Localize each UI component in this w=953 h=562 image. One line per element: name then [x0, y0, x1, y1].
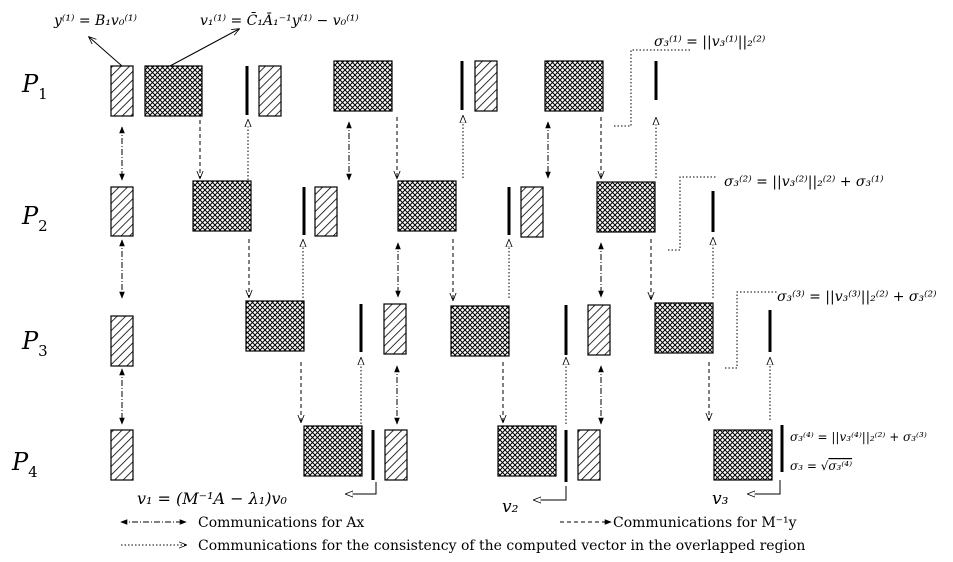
sigma4-formula: σ₃⁽⁴⁾ = ||v₃⁽⁴⁾||₂⁽²⁾ + σ₃⁽³⁾ [790, 430, 927, 444]
hatched-block [314, 186, 338, 237]
v1-return-arrow [346, 482, 377, 494]
sigma-annotations: σ₃⁽¹⁾ = ||v₃⁽¹⁾||₂⁽²⁾ σ₃⁽²⁾ = ||v₃⁽²⁾||₂… [654, 34, 937, 473]
sigma3-formula: σ₃⁽³⁾ = ||v₃⁽³⁾||₂⁽²⁾ + σ₃⁽²⁾ [777, 289, 937, 305]
hatched-block [383, 303, 407, 355]
v1-label: v₁ = (M⁻¹A − λ₁)v₀ [137, 489, 287, 508]
processor-label-p1: P1 [21, 70, 48, 103]
crosshatched-blocks [144, 60, 773, 481]
y1-formula: y⁽¹⁾ = B₁v₀⁽¹⁾ [53, 13, 138, 29]
top-annotations: y⁽¹⁾ = B₁v₀⁽¹⁾ v₁⁽¹⁾ = C̄₁Ā₁⁻¹y⁽¹⁾ − v₀⁽… [53, 11, 359, 67]
consistency-communications [248, 116, 770, 424]
y1-pointer [89, 37, 123, 67]
ax-communications [119, 121, 604, 425]
processor-label-p2: P2 [21, 202, 48, 235]
solve-block [497, 425, 557, 477]
hatched-block [520, 186, 544, 238]
hatched-block [110, 429, 134, 481]
hatched-block [384, 429, 408, 481]
legend-my: Communications for M⁻¹y [560, 515, 797, 531]
my-communications [200, 117, 709, 422]
sigma-leaders [614, 49, 777, 369]
solve-block [654, 302, 714, 354]
solve-block [245, 300, 305, 352]
processor-label-p4: P4 [11, 448, 38, 481]
v1-pointer [169, 29, 239, 67]
hatched-block [258, 65, 282, 117]
v2-return-arrow [534, 486, 567, 500]
sigma2-leader [668, 176, 717, 251]
v1-formula: v₁⁽¹⁾ = C̄₁Ā₁⁻¹y⁽¹⁾ − v₀⁽¹⁾ [200, 11, 359, 29]
v3-label: v₃ [712, 489, 729, 509]
v2-label: v₂ [502, 497, 519, 517]
hatched-block [577, 429, 601, 481]
processor-labels: P1 P2 P3 P4 [11, 70, 48, 481]
solve-block [450, 305, 510, 357]
legend-my-label: Communications for M⁻¹y [613, 515, 797, 531]
hatched-block [110, 315, 134, 367]
hatched-block [474, 60, 498, 112]
sigma1-leader [614, 49, 690, 127]
hatched-block [110, 186, 134, 237]
processor-label-p3: P3 [21, 327, 48, 360]
hatched-block [587, 304, 611, 356]
solve-block [333, 60, 393, 112]
hatched-blocks [110, 60, 611, 481]
sync-bars [245, 61, 784, 482]
legend: Communications for Ax Communications for… [120, 515, 805, 554]
solve-block [397, 180, 457, 232]
legend-consistency: Communications for the consistency of th… [121, 538, 805, 554]
legend-ax-label: Communications for Ax [198, 515, 364, 531]
solve-block [544, 60, 604, 112]
sigma2-formula: σ₃⁽²⁾ = ||v₃⁽²⁾||₂⁽²⁾ + σ₃⁽¹⁾ [724, 174, 884, 190]
solve-block [303, 425, 363, 477]
vector-labels: v₁ = (M⁻¹A − λ₁)v₀ v₂ v₃ [137, 480, 781, 517]
sigma1-formula: σ₃⁽¹⁾ = ||v₃⁽¹⁾||₂⁽²⁾ [654, 34, 766, 50]
sigma-final-formula: σ₃ = √σ₃⁽⁴⁾ [790, 459, 852, 473]
v3-return-arrow [748, 480, 781, 494]
hatched-block [110, 65, 134, 117]
solve-block [144, 65, 203, 117]
sigma3-leader [725, 291, 777, 369]
solve-block [596, 181, 656, 233]
legend-consistency-label: Communications for the consistency of th… [198, 538, 805, 554]
solve-block [713, 429, 773, 481]
solve-block [192, 180, 252, 232]
legend-ax: Communications for Ax [120, 515, 364, 531]
